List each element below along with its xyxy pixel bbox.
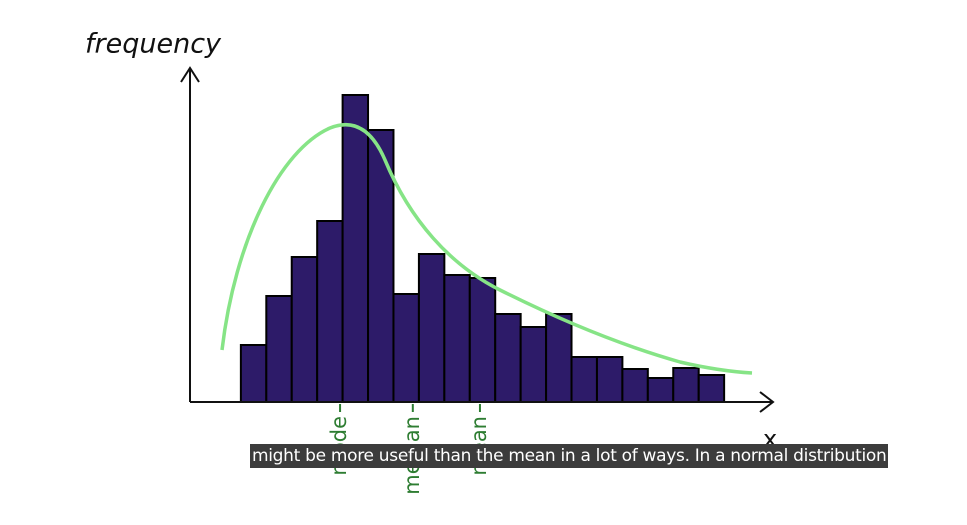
bar [697,374,726,403]
bar [367,129,395,403]
bar [545,313,573,403]
bar [265,295,293,403]
bar [494,313,522,403]
bar [417,253,446,403]
bar [621,368,649,403]
x-axis-arrow [759,391,775,413]
bar [443,274,471,403]
bar [519,326,548,403]
bar [468,277,497,403]
bar [316,220,344,403]
bar [392,293,420,403]
bar [672,367,700,403]
y-axis-label: frequency [85,29,222,60]
bar [595,356,624,403]
bar [239,344,268,403]
subtitle-caption: might be more useful than the mean in a … [250,444,889,468]
bar [290,256,319,403]
bar [570,356,598,403]
bar [646,377,675,403]
y-axis-arrow [180,66,200,83]
bars [239,94,726,403]
bar [341,94,370,403]
trend-curve [220,123,753,375]
